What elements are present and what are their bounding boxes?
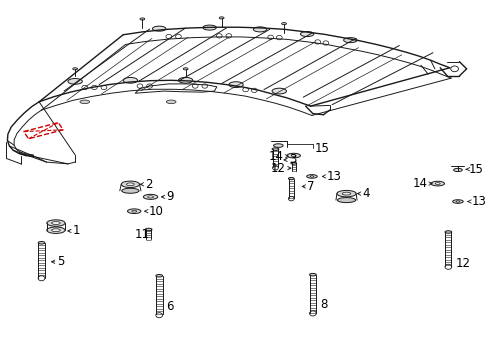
Ellipse shape [47,227,65,233]
Ellipse shape [68,78,82,84]
Text: 13: 13 [470,195,485,208]
Text: 3: 3 [288,153,296,166]
Ellipse shape [452,200,462,203]
Ellipse shape [178,77,192,83]
Ellipse shape [343,38,356,42]
Ellipse shape [126,183,134,186]
Text: 14: 14 [411,177,427,190]
Ellipse shape [300,32,313,37]
Text: 15: 15 [314,142,328,155]
Text: 10: 10 [148,205,163,218]
Ellipse shape [123,77,137,83]
Ellipse shape [309,176,313,177]
Ellipse shape [342,192,350,195]
Ellipse shape [52,229,60,231]
Ellipse shape [203,25,216,30]
Text: 13: 13 [325,170,341,183]
Text: 2: 2 [144,178,152,191]
Text: 1: 1 [73,224,80,238]
Ellipse shape [290,162,296,164]
Text: 12: 12 [270,162,285,175]
Ellipse shape [38,242,45,244]
Ellipse shape [121,181,139,188]
Ellipse shape [122,188,139,193]
Ellipse shape [444,231,451,233]
Ellipse shape [219,17,224,19]
Ellipse shape [183,68,187,70]
Text: 11: 11 [134,228,149,241]
Ellipse shape [453,168,461,172]
Text: 9: 9 [166,190,174,203]
Text: 4: 4 [361,187,368,200]
Ellipse shape [140,18,144,20]
Ellipse shape [127,209,141,213]
Ellipse shape [228,82,243,87]
Ellipse shape [291,155,295,157]
Ellipse shape [430,181,444,186]
Text: 5: 5 [57,255,64,268]
Text: 15: 15 [468,163,483,176]
Ellipse shape [455,201,459,202]
Ellipse shape [132,210,136,212]
Text: 8: 8 [320,298,327,311]
Ellipse shape [47,220,65,226]
Ellipse shape [271,88,286,94]
Ellipse shape [147,196,153,198]
Ellipse shape [80,100,89,104]
Ellipse shape [337,198,355,203]
Ellipse shape [288,177,294,180]
Ellipse shape [281,23,286,25]
Ellipse shape [271,148,278,150]
Ellipse shape [286,153,300,158]
Text: 12: 12 [455,257,470,270]
Ellipse shape [156,274,162,277]
Ellipse shape [253,27,266,32]
Ellipse shape [434,183,439,184]
Ellipse shape [306,175,317,178]
Ellipse shape [273,144,283,147]
Ellipse shape [143,194,158,199]
Ellipse shape [145,228,152,231]
Text: 14: 14 [268,150,284,163]
Text: 6: 6 [166,300,174,313]
Ellipse shape [166,100,176,104]
Ellipse shape [152,26,165,31]
Ellipse shape [309,273,316,276]
Ellipse shape [73,68,78,70]
Ellipse shape [336,190,355,197]
Ellipse shape [52,222,60,225]
Text: 7: 7 [306,180,314,193]
